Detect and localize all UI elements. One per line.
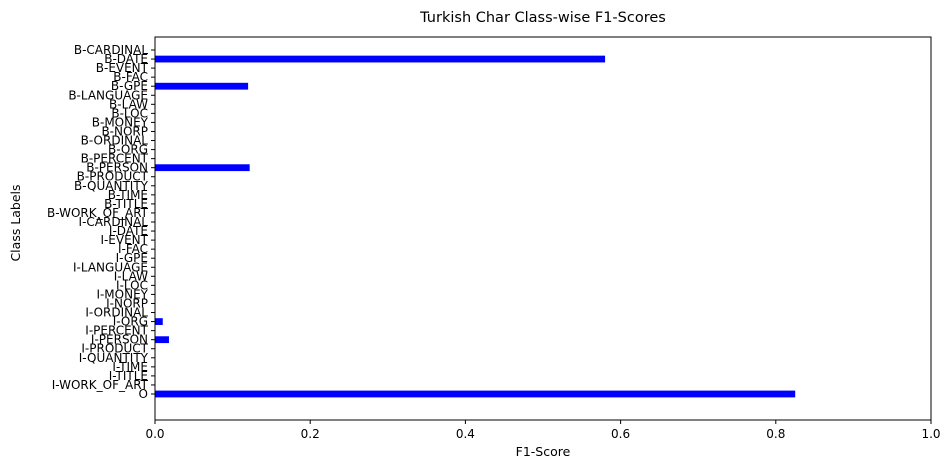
bar-i-person <box>155 336 169 344</box>
y-tick-label: I-WORK_OF_ART <box>52 378 149 392</box>
y-tick-label: I-PRODUCT <box>81 342 148 356</box>
y-tick-label: I-ORG <box>113 315 148 329</box>
y-tick-label: B-FAC <box>113 70 148 84</box>
y-tick-label: B-LAW <box>109 97 148 111</box>
y-tick-label: I-LOC <box>116 278 148 292</box>
axes-frame <box>154 36 932 421</box>
y-tick-label: B-DATE <box>104 52 148 66</box>
y-tick-label: B-PERCENT <box>81 152 149 166</box>
y-tick-label: O <box>139 387 148 401</box>
x-axis-label: F1-Score <box>516 444 571 459</box>
x-tick-label: 1.0 <box>921 427 940 441</box>
y-axis-label: Class Labels <box>8 184 23 261</box>
y-tick-label: B-QUANTITY <box>74 179 149 193</box>
y-tick-label: I-EVENT <box>100 233 148 247</box>
y-tick-label: B-MONEY <box>92 115 149 129</box>
x-tick-label: 0.2 <box>301 427 320 441</box>
x-tick-label: 0.8 <box>766 427 785 441</box>
y-tick-label: I-TITLE <box>109 369 148 383</box>
y-tick-label: B-PRODUCT <box>77 170 149 184</box>
y-tick-label: I-MONEY <box>96 287 148 301</box>
x-tick-label: 0.0 <box>145 427 164 441</box>
plot-area: B-CARDINALB-DATEB-EVENTB-FACB-GPEB-LANGU… <box>47 43 941 441</box>
y-tick-label: B-CARDINAL <box>74 43 148 57</box>
bar-o <box>155 390 796 398</box>
x-tick-label: 0.6 <box>611 427 630 441</box>
y-tick-label: B-ORG <box>108 143 148 157</box>
bar-b-date <box>155 55 606 63</box>
y-tick-label: I-FAC <box>118 242 148 256</box>
y-tick-label: B-NORP <box>101 124 148 138</box>
y-tick-label: I-TIME <box>112 360 148 374</box>
y-tick-label: B-ORDINAL <box>81 134 149 148</box>
y-tick-label: B-LANGUAGE <box>68 88 148 102</box>
y-tick-label: B-TIME <box>108 188 148 202</box>
y-tick-label: B-PERSON <box>86 161 148 175</box>
bar-b-gpe <box>155 82 249 90</box>
y-tick-label: B-LOC <box>111 106 148 120</box>
y-tick-label: I-CARDINAL <box>79 215 149 229</box>
bar-b-person <box>155 164 250 172</box>
y-tick-label: B-GPE <box>111 79 148 93</box>
y-tick-label: I-NORP <box>106 296 148 310</box>
x-tick-label: 0.4 <box>456 427 475 441</box>
y-tick-label: B-EVENT <box>96 61 149 75</box>
y-tick-label: I-LANGUAGE <box>73 260 148 274</box>
y-tick-label: I-PERCENT <box>85 324 148 338</box>
y-tick-label: I-QUANTITY <box>79 351 149 365</box>
y-tick-label: I-PERSON <box>91 333 148 347</box>
y-tick-label: B-TITLE <box>104 197 148 211</box>
y-tick-label: I-DATE <box>109 224 148 238</box>
bar-i-org <box>155 318 163 325</box>
y-tick-label: I-ORDINAL <box>85 306 148 320</box>
y-tick-label: B-WORK_OF_ART <box>47 206 149 220</box>
y-tick-label: I-GPE <box>116 251 148 265</box>
y-tick-label: I-LAW <box>114 269 148 283</box>
chart-title: Turkish Char Class-wise F1-Scores <box>419 10 666 26</box>
